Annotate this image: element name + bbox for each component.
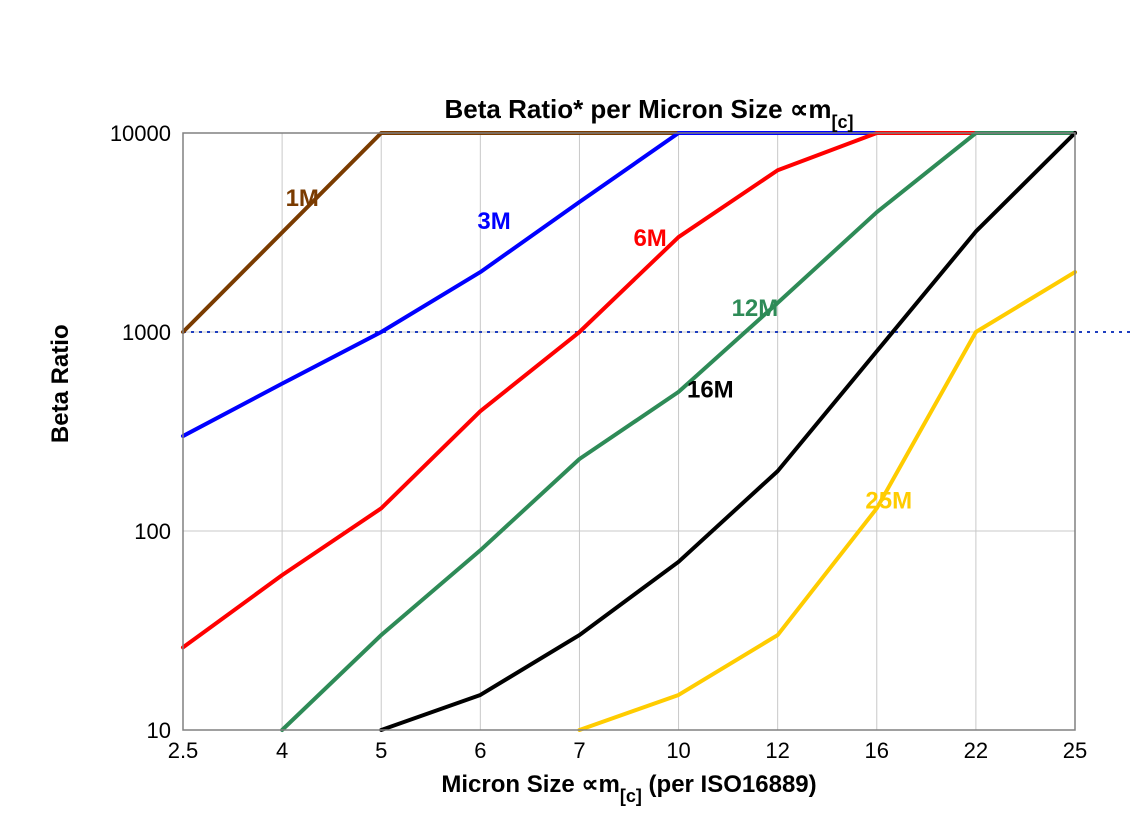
y-tick-label: 1000 (122, 320, 171, 345)
y-tick-label: 10000 (110, 121, 171, 146)
y-axis-label: Beta Ratio (47, 324, 74, 443)
x-tick-label: 4 (276, 738, 288, 763)
series-label-25M: 25M (865, 487, 912, 514)
x-tick-label: 6 (474, 738, 486, 763)
x-tick-label: 22 (964, 738, 988, 763)
series-label-1M: 1M (286, 185, 319, 212)
x-tick-label: 7 (573, 738, 585, 763)
series-label-12M: 12M (732, 295, 779, 322)
series-label-16M: 16M (687, 376, 734, 403)
x-tick-label: 10 (666, 738, 690, 763)
x-tick-label: 12 (765, 738, 789, 763)
y-tick-label: 100 (134, 519, 171, 544)
x-tick-label: 5 (375, 738, 387, 763)
beta-ratio-chart: 10100100010000 2.545671012162225 Beta Ra… (0, 0, 1138, 840)
series-label-3M: 3M (477, 208, 510, 235)
x-tick-label: 16 (865, 738, 889, 763)
series-label-6M: 6M (633, 225, 666, 252)
x-tick-label: 2.5 (168, 738, 199, 763)
x-tick-label: 25 (1063, 738, 1087, 763)
